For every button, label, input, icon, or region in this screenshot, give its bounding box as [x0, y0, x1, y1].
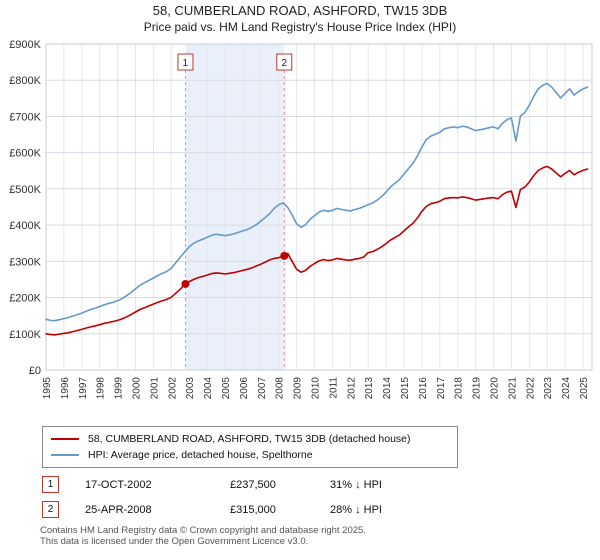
transaction-1-marker: 1 — [42, 476, 59, 493]
svg-text:1996: 1996 — [60, 377, 71, 400]
svg-text:2016: 2016 — [418, 377, 429, 400]
license-footer: Contains HM Land Registry data © Crown c… — [40, 525, 366, 547]
svg-text:2004: 2004 — [203, 377, 214, 400]
page-title: 58, CUMBERLAND ROAD, ASHFORD, TW15 3DB — [152, 3, 448, 18]
svg-text:2006: 2006 — [239, 377, 250, 400]
transaction-1-hpi-diff: 31% ↓ HPI — [330, 478, 382, 491]
page-subtitle: Price paid vs. HM Land Registry's House … — [143, 20, 457, 34]
transaction-2-price: £315,000 — [230, 503, 276, 516]
svg-text:£700K: £700K — [9, 111, 41, 123]
svg-text:2024: 2024 — [561, 377, 572, 400]
svg-text:2010: 2010 — [311, 377, 322, 400]
chart-legend: 58, CUMBERLAND ROAD, ASHFORD, TW15 3DB (… — [42, 426, 458, 468]
svg-text:£300K: £300K — [9, 256, 41, 268]
legend-item-hpi: HPI: Average price, detached house, Spel… — [51, 447, 449, 463]
svg-text:2017: 2017 — [436, 377, 447, 400]
transaction-1-date: 17-OCT-2002 — [85, 478, 152, 491]
transaction-row: 2 25-APR-2008 £315,000 28% ↓ HPI — [42, 501, 582, 518]
svg-text:2009: 2009 — [293, 377, 304, 400]
svg-text:£100K: £100K — [9, 329, 41, 341]
svg-text:£0: £0 — [29, 365, 41, 377]
footer-line-2: This data is licensed under the Open Gov… — [40, 536, 309, 547]
svg-text:2005: 2005 — [221, 377, 232, 400]
svg-text:1: 1 — [183, 58, 189, 69]
svg-text:2019: 2019 — [472, 377, 483, 400]
svg-text:2018: 2018 — [454, 377, 465, 400]
svg-text:2023: 2023 — [543, 377, 554, 400]
svg-text:£200K: £200K — [9, 293, 41, 305]
transaction-2-marker: 2 — [42, 501, 59, 518]
transaction-row: 1 17-OCT-2002 £237,500 31% ↓ HPI — [42, 476, 582, 493]
svg-text:2000: 2000 — [132, 377, 143, 400]
svg-text:2002: 2002 — [167, 377, 178, 400]
transaction-2-date: 25-APR-2008 — [85, 503, 152, 516]
svg-text:£600K: £600K — [9, 148, 41, 160]
svg-text:£900K: £900K — [9, 39, 41, 51]
svg-text:£500K: £500K — [9, 184, 41, 196]
svg-text:2: 2 — [281, 58, 287, 69]
svg-text:1998: 1998 — [96, 377, 107, 400]
svg-text:2001: 2001 — [149, 377, 160, 400]
legend-item-property: 58, CUMBERLAND ROAD, ASHFORD, TW15 3DB (… — [51, 431, 449, 447]
svg-text:£400K: £400K — [9, 220, 41, 232]
svg-text:2021: 2021 — [507, 377, 518, 400]
transaction-annotations: 1 17-OCT-2002 £237,500 31% ↓ HPI 2 25-AP… — [42, 476, 582, 526]
svg-text:1999: 1999 — [114, 377, 125, 400]
svg-text:2015: 2015 — [400, 377, 411, 400]
footer-line-1: Contains HM Land Registry data © Crown c… — [40, 525, 366, 536]
svg-text:2020: 2020 — [490, 377, 501, 400]
svg-text:2022: 2022 — [525, 377, 536, 400]
svg-text:£800K: £800K — [9, 75, 41, 87]
svg-text:2003: 2003 — [185, 377, 196, 400]
svg-text:1995: 1995 — [42, 377, 53, 400]
svg-text:2013: 2013 — [364, 377, 375, 400]
property-line-swatch — [51, 438, 79, 440]
hpi-line-swatch — [51, 454, 79, 456]
transaction-1-price: £237,500 — [230, 478, 276, 491]
svg-text:2012: 2012 — [346, 377, 357, 400]
svg-text:2025: 2025 — [579, 377, 590, 400]
svg-text:2008: 2008 — [275, 377, 286, 400]
svg-text:1997: 1997 — [78, 377, 89, 400]
legend-hpi-label: HPI: Average price, detached house, Spel… — [88, 449, 313, 461]
transaction-2-hpi-diff: 28% ↓ HPI — [330, 503, 382, 516]
price-history-chart[interactable]: 1995 1996 1997 1998 1999 2000 2001 2002 2003 2004… — [0, 34, 600, 416]
svg-text:2014: 2014 — [382, 377, 393, 400]
svg-text:2007: 2007 — [257, 377, 268, 400]
legend-property-label: 58, CUMBERLAND ROAD, ASHFORD, TW15 3DB (… — [88, 433, 411, 445]
svg-text:2011: 2011 — [328, 377, 339, 399]
